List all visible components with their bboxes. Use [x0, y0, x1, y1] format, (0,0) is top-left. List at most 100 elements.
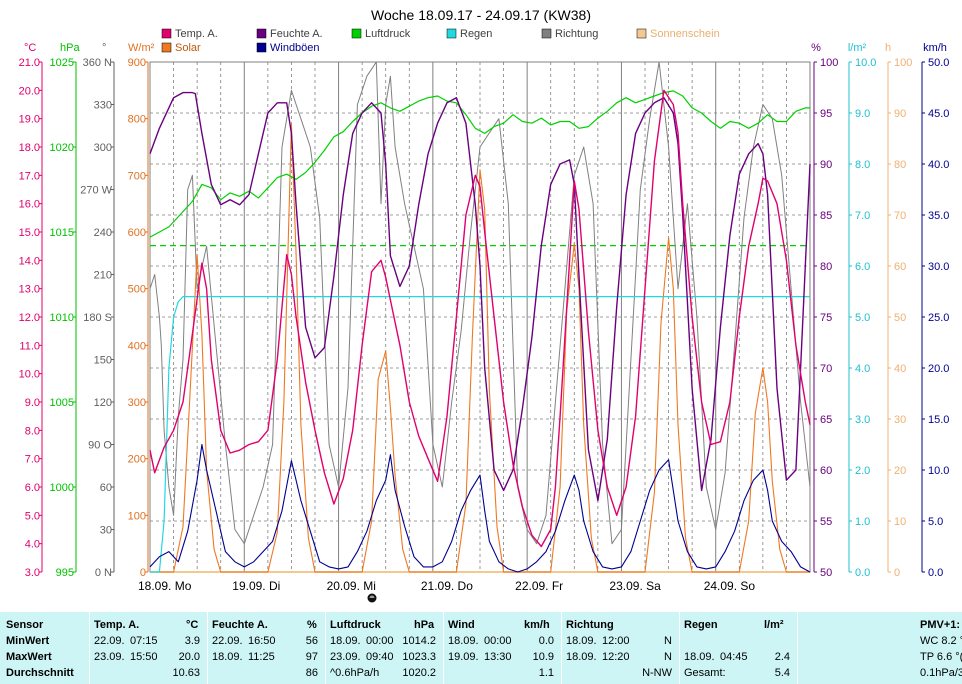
axis-tick-label-temp: 18.0 — [19, 142, 40, 154]
axis-tick-label-temp: 13.0 — [19, 284, 40, 296]
axis-tick-label-temp: 21.0 — [19, 57, 40, 69]
series-line-feuchte-a- — [149, 91, 811, 502]
axis-tick-label-solar: 800 — [128, 114, 146, 126]
axis-tick-label-sunshine: 100 — [894, 57, 912, 69]
axis-tick-label-temp: 8.0 — [25, 425, 40, 437]
axis-tick-label-pressure: 1000 — [50, 482, 74, 494]
axis-tick-label-pressure: 1020 — [50, 142, 74, 154]
rain-total-value: 5.4 — [774, 667, 790, 679]
axis-tick-label-direction: 90 O — [88, 440, 112, 452]
legend-label-solar: Solar — [175, 42, 201, 54]
axis-tick-label-direction: 150 — [94, 355, 112, 367]
wind-max-date: 19.09. — [448, 651, 479, 663]
legend-swatch-temp — [161, 28, 172, 39]
axis-tick-label-direction: 330 — [94, 100, 112, 112]
axis-tick-label-rain: 0.0 — [855, 567, 870, 579]
x-axis-label: 18.09. Mo — [138, 579, 192, 593]
legend-label-gust: Windböen — [270, 42, 320, 54]
axis-tick-label-sunshine: 90 — [894, 108, 906, 120]
axis-tick-label-gust: 15.0 — [928, 414, 949, 426]
axis-tick-label-sunshine: 20 — [894, 465, 906, 477]
axis-tick-label-rain: 2.0 — [855, 465, 870, 477]
axis-tick-label-temp: 6.0 — [25, 482, 40, 494]
axis-tick-label-gust: 5.0 — [928, 516, 943, 528]
axis-tick-label-sunshine: 50 — [894, 312, 906, 324]
stats-header-dir: Richtung — [566, 619, 614, 631]
hum-max-date: 18.09. — [212, 651, 243, 663]
legend-swatch-pressure — [351, 28, 362, 39]
stats-header-sensor: Sensor — [6, 619, 44, 631]
hum-max-time: 11:25 — [248, 651, 275, 663]
stats-header-press: Luftdruck — [330, 619, 381, 631]
axis-tick-label-temp: 12.0 — [19, 312, 40, 324]
axis-tick-label-temp: 11.0 — [19, 340, 40, 352]
temp-max-time: 15:50 — [130, 651, 158, 663]
hum-min-time: 16:50 — [248, 635, 276, 647]
dir-min-time: 12:00 — [602, 635, 630, 647]
wind-max-value: 10.9 — [532, 651, 554, 663]
axis-tick-label-temp: 5.0 — [25, 510, 40, 522]
axis-tick-label-humidity: 90 — [820, 159, 832, 171]
x-axis-label: 24.09. So — [704, 579, 756, 593]
axis-tick-label-direction: 180 S — [83, 312, 112, 324]
axis-tick-label-gust: 10.0 — [928, 465, 949, 477]
axis-tick-label-humidity: 80 — [820, 261, 832, 273]
legend-swatch-humidity — [256, 28, 267, 39]
axis-tick-label-pressure: 1005 — [50, 397, 74, 409]
axis-tick-label-direction: 240 — [94, 227, 112, 239]
axis-tick-label-direction: 60 — [100, 482, 112, 494]
series-line-solar — [150, 123, 810, 573]
chart-legend: Temp. A. Solar Feuchte A. Windböen Luftdruck… — [161, 28, 720, 54]
wind-max-time: 13:30 — [484, 651, 512, 663]
stats-header-temp: Temp. A. — [94, 619, 140, 631]
axis-unit-sunshine: h — [885, 42, 891, 54]
wind-min-time: 00:00 — [484, 635, 512, 647]
axis-tick-label-pressure: 1015 — [50, 227, 74, 239]
axis-tick-label-solar: 700 — [128, 170, 146, 182]
dir-max-date: 18.09. — [566, 651, 597, 663]
axis-tick-label-temp: 20.0 — [19, 85, 40, 97]
press-avg-value: 1020.2 — [402, 667, 436, 679]
axis-tick-label-humidity: 70 — [820, 363, 832, 375]
axis-tick-label-sunshine: 40 — [894, 363, 906, 375]
dir-avg-value: N-NW — [642, 667, 672, 679]
axis-tick-label-pressure: 1010 — [50, 312, 74, 324]
chart-series — [149, 61, 811, 573]
temp-min-time: 07:15 — [130, 635, 158, 647]
axis-tick-label-direction: 360 N — [83, 57, 112, 69]
axis-tick-label-direction: 210 — [94, 270, 112, 282]
x-axis-label: 20.09. Mi — [327, 579, 376, 593]
dir-min-value: N — [664, 635, 672, 647]
axis-tick-label-rain: 10.0 — [855, 57, 876, 69]
stats-header-wind-unit: km/h — [524, 619, 550, 631]
axis-tick-label-solar: 200 — [128, 454, 146, 466]
stats-header-hum-unit: % — [307, 619, 317, 631]
axis-tick-label-pressure: 1025 — [50, 57, 74, 69]
legend-label-humidity: Feuchte A. — [270, 28, 323, 40]
legend-label-direction: Richtung — [555, 28, 598, 40]
stats-header-press-unit: hPa — [414, 619, 435, 631]
axis-tick-label-rain: 6.0 — [855, 261, 870, 273]
axis-tick-label-rain: 8.0 — [855, 159, 870, 171]
axis-tick-label-humidity: 65 — [820, 414, 832, 426]
chart-axes: °C 3.0 4.0 5.0 6.0 7.0 8.0 9.0 10.0 11.0 12.0 13.0 1… — [19, 42, 950, 579]
legend-swatch-sunshine — [636, 28, 647, 39]
axis-tick-label-temp: 4.0 — [25, 539, 40, 551]
axis-tick-label-gust: 0.0 — [928, 567, 943, 579]
series-line-regen — [150, 296, 810, 573]
axis-tick-label-direction: 120 — [94, 397, 112, 409]
axis-tick-label-humidity: 50 — [820, 567, 832, 579]
x-axis-label: 23.09. Sa — [609, 579, 661, 593]
axis-tick-label-temp: 3.0 — [25, 567, 40, 579]
axis-tick-label-sunshine: 60 — [894, 261, 906, 273]
axis-tick-label-rain: 1.0 — [855, 516, 870, 528]
axis-tick-label-temp: 17.0 — [19, 170, 40, 182]
axis-tick-label-humidity: 75 — [820, 312, 832, 324]
axis-tick-label-sunshine: 30 — [894, 414, 906, 426]
axis-tick-label-rain: 5.0 — [855, 312, 870, 324]
axis-tick-label-humidity: 100 — [820, 57, 838, 69]
x-axis-labels: 18.09. Mo 19.09. Di 20.09. Mi 21.09. Do 22.0… — [138, 579, 755, 593]
temp-max-value: 20.0 — [178, 651, 200, 663]
press-max-date: 23.09. — [330, 651, 361, 663]
axis-tick-label-sunshine: 10 — [894, 516, 906, 528]
